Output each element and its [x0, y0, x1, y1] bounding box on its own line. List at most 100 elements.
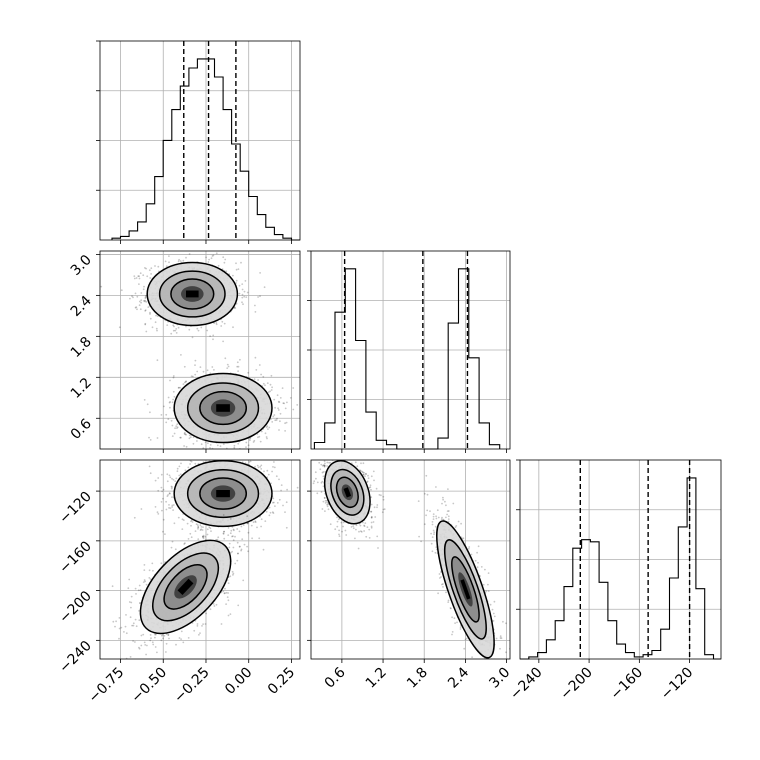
scatter-point [131, 624, 134, 627]
scatter-point [274, 406, 276, 409]
scatter-point [144, 323, 147, 326]
scatter-point [272, 512, 275, 514]
scatter-point [221, 320, 224, 323]
scatter-point [226, 363, 229, 366]
scatter-point [189, 436, 192, 439]
scatter-point [155, 314, 158, 317]
scatter-point [209, 335, 212, 337]
scatter-point [100, 285, 103, 288]
scatter-point [199, 529, 202, 531]
density-mode [100, 252, 266, 362]
scatter-point [140, 634, 143, 637]
scatter-point [139, 308, 142, 311]
scatter-point [145, 267, 148, 270]
scatter-point [200, 512, 203, 515]
scatter-point [118, 617, 121, 619]
scatter-point [267, 473, 270, 476]
scatter-point [168, 261, 170, 264]
scatter-point [280, 484, 283, 486]
scatter-point [173, 395, 176, 398]
scatter-point [180, 436, 182, 439]
scatter-point [292, 408, 295, 411]
scatter-point [178, 465, 181, 468]
scatter-point [253, 378, 256, 381]
scatter-point [257, 466, 260, 469]
scatter-point [166, 473, 169, 476]
scatter-point [223, 261, 226, 264]
scatter-point [182, 259, 185, 262]
scatter-point [240, 549, 243, 552]
scatter-point [237, 450, 239, 452]
scatter-point [161, 509, 163, 512]
scatter-point [222, 514, 225, 516]
scatter-point [174, 480, 177, 482]
scatter-point [192, 442, 195, 445]
scatter-point [271, 421, 274, 423]
scatter-point [156, 511, 159, 514]
scatter-point [227, 592, 230, 594]
scatter-point [150, 637, 152, 640]
scatter-point [193, 629, 196, 632]
scatter-point [227, 527, 230, 529]
scatter-point [172, 398, 175, 401]
scatter-point [183, 381, 186, 384]
y-tick-label: 0.6 [68, 416, 95, 443]
scatter-point [260, 430, 263, 433]
scatter-point [167, 418, 170, 420]
scatter-point [175, 643, 177, 646]
scatter-point [133, 277, 136, 280]
scatter-point [190, 460, 193, 463]
scatter-point [271, 386, 273, 389]
scatter-point [179, 386, 182, 389]
scatter-point [246, 522, 249, 525]
scatter-point [161, 490, 164, 493]
scatter-point [178, 258, 181, 261]
scatter-point [135, 593, 137, 595]
scatter-point [162, 518, 165, 521]
scatter-point [285, 526, 288, 529]
scatter-point [171, 435, 174, 437]
scatter-point [197, 524, 199, 526]
scatter-point [191, 521, 194, 523]
scatter-point [150, 267, 153, 270]
scatter-point [259, 295, 261, 298]
scatter-point [149, 411, 151, 414]
scatter-point [236, 528, 239, 530]
scatter-point [241, 301, 243, 304]
y-tick-label: 1.8 [68, 334, 95, 361]
scatter-point [170, 332, 173, 335]
scatter-point [168, 474, 171, 477]
scatter-point [279, 420, 281, 423]
scatter-point [239, 545, 241, 548]
scatter-point [237, 370, 240, 372]
scatter-point [135, 277, 138, 279]
scatter-point [264, 384, 266, 387]
scatter-point [138, 300, 141, 303]
scatter-point [274, 419, 277, 422]
scatter-point [160, 414, 163, 416]
scatter-point [238, 284, 241, 287]
scatter-point [140, 299, 143, 302]
scatter-point [199, 366, 202, 368]
scatter-point [170, 546, 173, 549]
scatter-point [138, 647, 141, 650]
scatter-point [166, 495, 169, 497]
scatter-point [252, 441, 255, 443]
scatter-point [175, 328, 178, 330]
scatter-point [243, 295, 246, 298]
scatter-point [223, 592, 226, 595]
scatter-point [168, 401, 171, 404]
scatter-point [149, 439, 152, 441]
scatter-point [232, 450, 234, 452]
scatter-point [178, 474, 181, 477]
scatter-point [149, 311, 151, 314]
scatter-point [268, 514, 271, 517]
scatter-point [285, 501, 288, 504]
scatter-point [202, 534, 205, 537]
scatter-point [267, 446, 269, 448]
scatter-point [228, 546, 231, 549]
scatter-point [212, 334, 215, 337]
scatter-point [223, 530, 225, 533]
scatter-point [172, 324, 175, 327]
density-mode [133, 446, 299, 553]
